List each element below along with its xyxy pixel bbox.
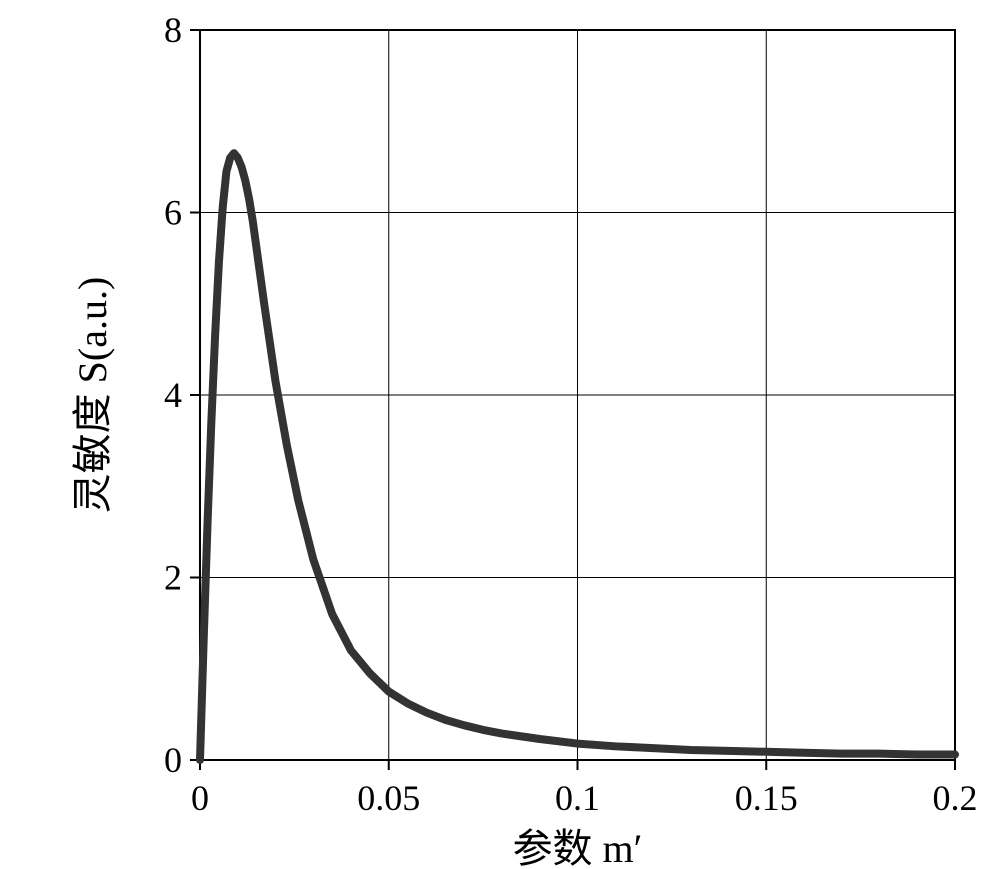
- xtick-label: 0.05: [357, 778, 420, 818]
- x-axis-label: 参数 m′: [513, 826, 643, 869]
- y-axis-label: 灵敏度 S(a.u.): [70, 277, 115, 514]
- xtick-label: 0.1: [555, 778, 600, 818]
- ytick-label: 2: [164, 558, 182, 598]
- ytick-label: 0: [164, 740, 182, 780]
- xtick-label: 0.2: [933, 778, 978, 818]
- ytick-label: 8: [164, 10, 182, 50]
- ytick-label: 6: [164, 193, 182, 233]
- xtick-label: 0: [191, 778, 209, 818]
- xtick-label: 0.15: [735, 778, 798, 818]
- chart-svg: 0 0.05 0.1 0.15 0.2 0 2 4 6 8 参数 m′ 灵敏度 S(a.u.): [0, 0, 1000, 869]
- sensitivity-chart: 0 0.05 0.1 0.15 0.2 0 2 4 6 8 参数 m′ 灵敏度 S(a.u.): [0, 0, 1000, 869]
- ytick-label: 4: [164, 375, 182, 415]
